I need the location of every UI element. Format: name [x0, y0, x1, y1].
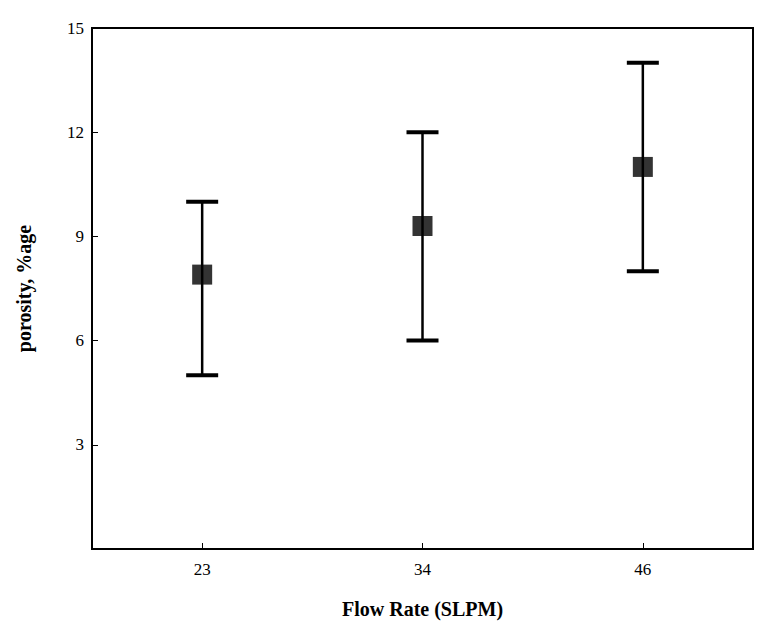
svg-text:9: 9: [76, 227, 85, 246]
svg-text:34: 34: [414, 560, 432, 579]
svg-text:porosity, %age: porosity, %age: [13, 225, 36, 353]
svg-text:3: 3: [76, 435, 85, 454]
svg-text:23: 23: [194, 560, 211, 579]
svg-text:12: 12: [67, 123, 84, 142]
svg-text:46: 46: [634, 560, 651, 579]
svg-text:Flow Rate (SLPM): Flow Rate (SLPM): [342, 598, 503, 621]
svg-text:15: 15: [67, 19, 84, 38]
svg-text:6: 6: [76, 331, 85, 350]
